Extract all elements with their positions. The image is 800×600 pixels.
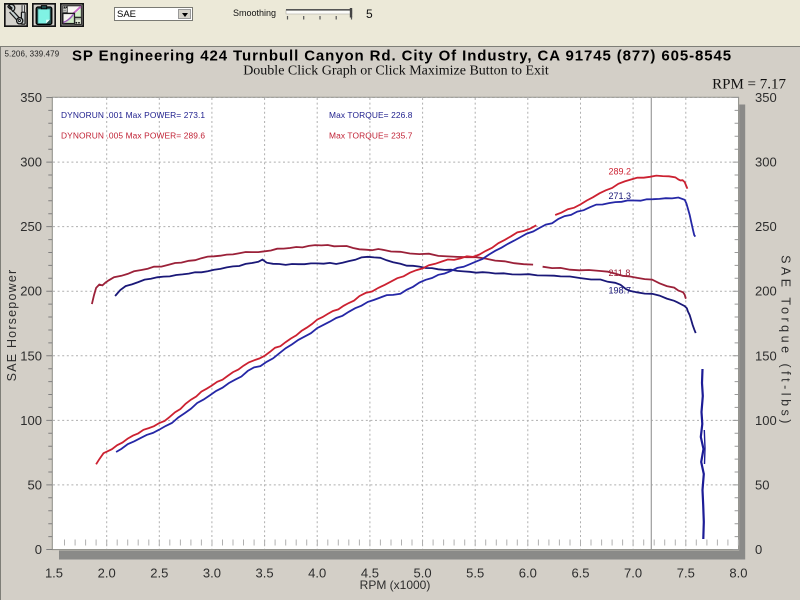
- svg-text:5.0: 5.0: [414, 566, 432, 581]
- svg-text:SAE Horsepower: SAE Horsepower: [5, 269, 19, 382]
- svg-text:6.0: 6.0: [519, 566, 537, 581]
- svg-text:0: 0: [35, 542, 42, 557]
- svg-text:RPM = 7.17: RPM = 7.17: [712, 77, 786, 93]
- svg-text:5.5: 5.5: [466, 566, 484, 581]
- svg-text:Max TORQUE= 226.8: Max TORQUE= 226.8: [329, 110, 413, 120]
- svg-text:SAE Torque (ft-lbs): SAE Torque (ft-lbs): [779, 255, 793, 427]
- svg-text:150: 150: [755, 348, 777, 363]
- svg-text:50: 50: [28, 477, 42, 492]
- svg-text:150: 150: [20, 348, 42, 363]
- svg-text:350: 350: [20, 90, 42, 105]
- svg-text:SP Engineering 424 Turnbull Ca: SP Engineering 424 Turnbull Canyon Rd. C…: [72, 47, 732, 64]
- svg-text:211.8: 211.8: [609, 268, 631, 278]
- svg-text:50: 50: [755, 477, 769, 492]
- svg-text:8.0: 8.0: [729, 566, 747, 581]
- svg-text:200: 200: [755, 284, 777, 299]
- svg-text:100: 100: [755, 413, 777, 428]
- svg-text:300: 300: [20, 155, 42, 170]
- svg-text:250: 250: [755, 219, 777, 234]
- svg-text:7.5: 7.5: [677, 566, 695, 581]
- svg-text:0: 0: [755, 542, 762, 557]
- svg-text:200: 200: [20, 284, 42, 299]
- svg-text:1.5: 1.5: [45, 566, 63, 581]
- svg-text:100: 100: [20, 413, 42, 428]
- svg-text:3.5: 3.5: [256, 566, 274, 581]
- svg-text:DYNORUN .005 Max POWER= 289.6: DYNORUN .005 Max POWER= 289.6: [61, 131, 205, 141]
- svg-text:4.5: 4.5: [361, 566, 379, 581]
- svg-text:DYNORUN .001 Max POWER= 273.1: DYNORUN .001 Max POWER= 273.1: [61, 110, 205, 120]
- svg-text:Double Click Graph or Click Ma: Double Click Graph or Click Maximize But…: [243, 64, 549, 79]
- svg-text:7.0: 7.0: [624, 566, 642, 581]
- svg-text:271.3: 271.3: [609, 191, 632, 201]
- svg-text:6.5: 6.5: [571, 566, 589, 581]
- svg-text:RPM (x1000): RPM (x1000): [360, 578, 431, 592]
- svg-text:198.7: 198.7: [609, 286, 632, 296]
- svg-text:350: 350: [755, 90, 777, 105]
- svg-text:Max TORQUE= 235.7: Max TORQUE= 235.7: [329, 131, 413, 141]
- svg-text:250: 250: [20, 219, 42, 234]
- svg-text:2.5: 2.5: [150, 566, 168, 581]
- svg-text:2.0: 2.0: [98, 566, 116, 581]
- svg-text:4.0: 4.0: [308, 566, 326, 581]
- svg-text:5.206, 339.479: 5.206, 339.479: [5, 50, 60, 59]
- svg-text:300: 300: [755, 155, 777, 170]
- svg-text:3.0: 3.0: [203, 566, 221, 581]
- svg-text:289.2: 289.2: [609, 167, 632, 177]
